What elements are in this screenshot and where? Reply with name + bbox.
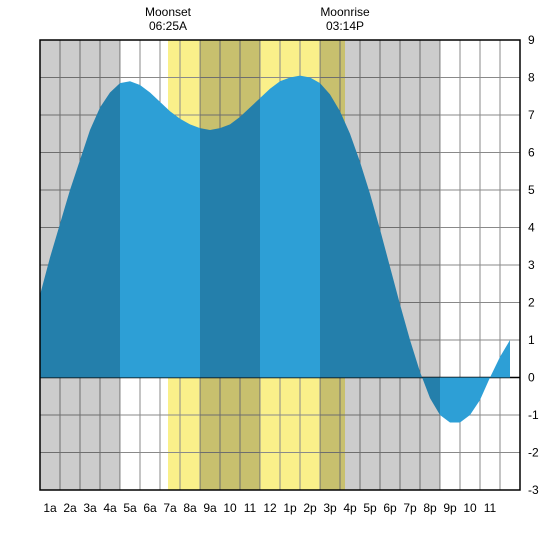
x-tick-label: 4a — [103, 501, 117, 515]
y-tick-label: 3 — [528, 258, 535, 272]
moonrise-time: 03:14P — [326, 19, 364, 33]
x-tick-label: 5p — [363, 501, 377, 515]
x-tick-label: 12 — [263, 501, 277, 515]
x-tick-label: 5a — [123, 501, 137, 515]
x-tick-label: 2a — [63, 501, 77, 515]
x-tick-label: 1p — [283, 501, 297, 515]
y-tick-label: 8 — [528, 71, 535, 85]
moonset-label: Moonset — [145, 5, 192, 19]
y-tick-label: 4 — [528, 221, 535, 235]
x-tick-label: 2p — [303, 501, 317, 515]
y-tick-label: 2 — [528, 296, 535, 310]
y-tick-label: 6 — [528, 146, 535, 160]
x-tick-label: 8a — [183, 501, 197, 515]
x-tick-label: 10 — [463, 501, 477, 515]
y-tick-label: -1 — [528, 408, 539, 422]
moonrise-label: Moonrise — [320, 5, 370, 19]
y-tick-label: 9 — [528, 33, 535, 47]
x-tick-label: 10 — [223, 501, 237, 515]
x-tick-label: 9p — [443, 501, 457, 515]
x-tick-label: 9a — [203, 501, 217, 515]
shade-band — [320, 40, 440, 490]
shade-band — [40, 40, 120, 490]
x-tick-label: 11 — [244, 501, 257, 515]
x-tick-label: 8p — [423, 501, 437, 515]
x-tick-label: 1a — [43, 501, 57, 515]
y-tick-label: 1 — [528, 333, 535, 347]
x-tick-label: 7a — [163, 501, 177, 515]
chart-svg: -3-2-101234567891a2a3a4a5a6a7a8a9a101112… — [0, 0, 550, 550]
x-tick-label: 6p — [383, 501, 397, 515]
y-tick-label: 0 — [528, 371, 535, 385]
x-tick-label: 3p — [323, 501, 337, 515]
y-tick-label: -3 — [528, 483, 539, 497]
x-tick-label: 4p — [343, 501, 357, 515]
x-tick-label: 7p — [403, 501, 417, 515]
y-tick-label: -2 — [528, 446, 539, 460]
x-tick-label: 6a — [143, 501, 157, 515]
tide-chart: { "chart": { "type": "area", "width": 55… — [0, 0, 550, 550]
shade-band — [200, 40, 260, 490]
y-tick-label: 5 — [528, 183, 535, 197]
x-tick-label: 3a — [83, 501, 97, 515]
y-tick-label: 7 — [528, 108, 535, 122]
x-tick-label: 11 — [484, 501, 497, 515]
moonset-time: 06:25A — [149, 19, 187, 33]
